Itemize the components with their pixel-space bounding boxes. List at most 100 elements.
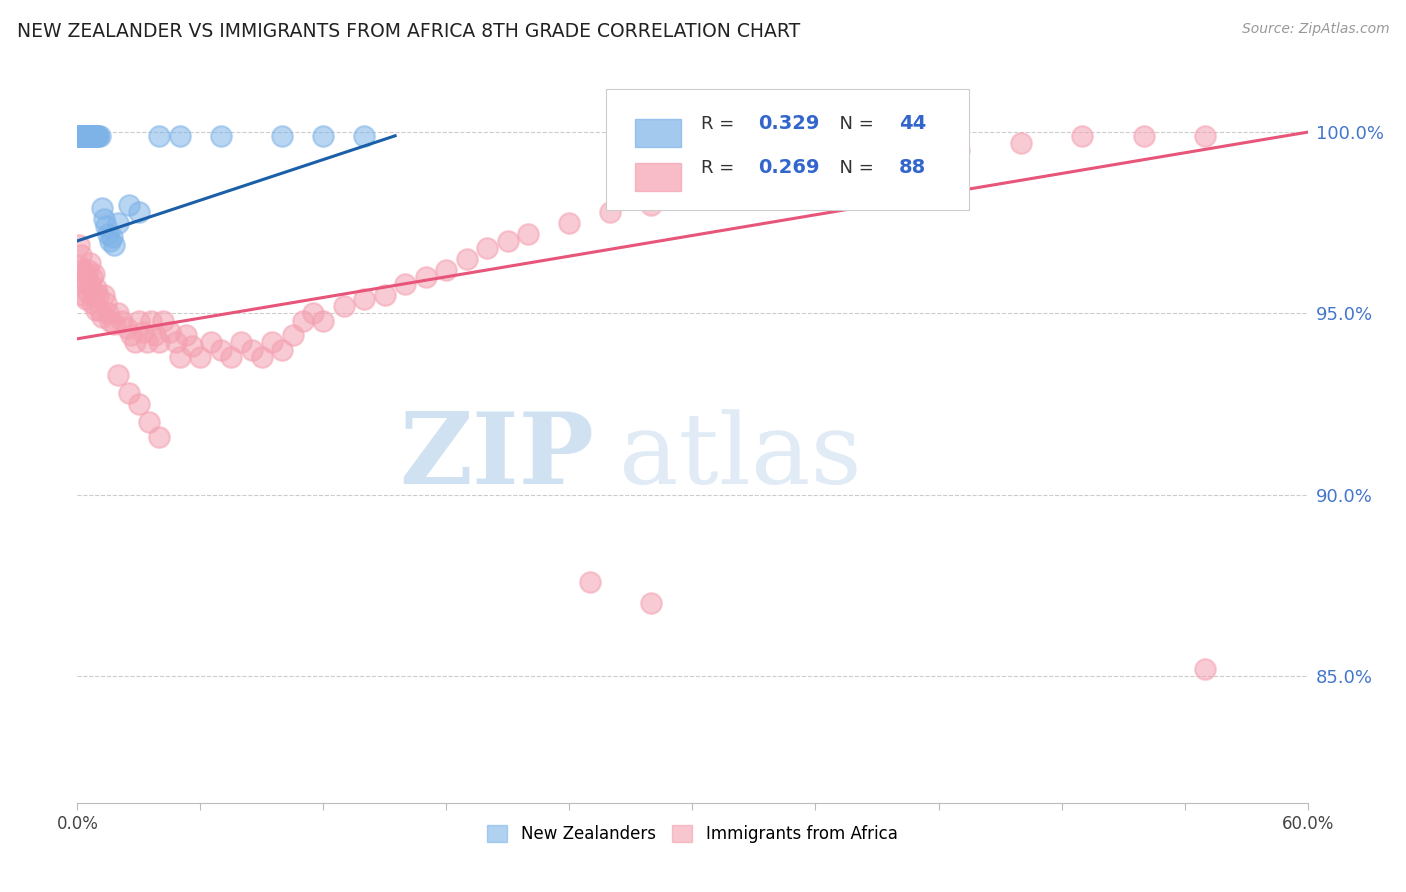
- Point: [271, 128, 294, 143]
- Point: [90, 201, 114, 215]
- Point: [75, 128, 97, 143]
- Point: [271, 343, 294, 357]
- Point: [477, 241, 499, 255]
- Point: [97, 227, 120, 241]
- Point: [75, 277, 97, 292]
- Point: [124, 335, 146, 350]
- Point: [103, 318, 125, 332]
- Point: [72, 128, 94, 143]
- Point: [132, 325, 155, 339]
- Point: [723, 179, 745, 194]
- Point: [312, 313, 335, 327]
- Point: [291, 313, 314, 327]
- Point: [84, 128, 107, 143]
- Point: [517, 227, 540, 241]
- Point: [200, 335, 222, 350]
- Legend: New Zealanders, Immigrants from Africa: New Zealanders, Immigrants from Africa: [481, 818, 904, 850]
- Point: [353, 292, 375, 306]
- Point: [75, 270, 97, 285]
- Point: [98, 234, 121, 248]
- Point: [87, 128, 110, 143]
- Point: [1194, 128, 1216, 143]
- Point: [98, 313, 121, 327]
- Point: [80, 128, 103, 143]
- Point: [148, 128, 170, 143]
- Point: [138, 415, 160, 429]
- Point: [599, 205, 621, 219]
- Point: [148, 430, 170, 444]
- Point: [1071, 128, 1094, 143]
- Point: [783, 169, 806, 183]
- Text: Source: ZipAtlas.com: Source: ZipAtlas.com: [1241, 22, 1389, 37]
- Point: [79, 128, 101, 143]
- Point: [87, 288, 110, 302]
- Point: [415, 270, 437, 285]
- Point: [136, 335, 159, 350]
- Point: [141, 313, 163, 327]
- Point: [84, 281, 107, 295]
- Point: [107, 368, 129, 382]
- Text: ZIP: ZIP: [399, 409, 595, 506]
- Point: [107, 306, 129, 320]
- Point: [143, 328, 166, 343]
- FancyBboxPatch shape: [634, 120, 682, 147]
- Point: [94, 295, 117, 310]
- Point: [76, 128, 98, 143]
- Point: [333, 299, 356, 313]
- Point: [1132, 128, 1154, 143]
- Point: [80, 128, 103, 143]
- FancyBboxPatch shape: [606, 89, 969, 211]
- Point: [70, 128, 93, 143]
- Point: [120, 328, 142, 343]
- Point: [70, 248, 93, 262]
- Point: [436, 263, 458, 277]
- Point: [117, 386, 139, 401]
- Point: [117, 197, 139, 211]
- Point: [83, 288, 105, 302]
- Point: [165, 335, 187, 350]
- Point: [219, 350, 242, 364]
- Text: 88: 88: [900, 158, 927, 178]
- Point: [101, 230, 124, 244]
- Point: [79, 128, 101, 143]
- Text: 0.269: 0.269: [758, 158, 820, 178]
- Point: [682, 190, 704, 204]
- Point: [80, 270, 103, 285]
- Point: [79, 277, 101, 292]
- Point: [76, 128, 98, 143]
- Point: [159, 325, 181, 339]
- Point: [80, 128, 103, 143]
- Point: [97, 306, 120, 320]
- Point: [79, 255, 101, 269]
- Point: [353, 128, 375, 143]
- Point: [374, 288, 396, 302]
- Point: [70, 270, 93, 285]
- Point: [70, 128, 93, 143]
- Point: [169, 128, 191, 143]
- Point: [94, 219, 117, 234]
- Point: [89, 302, 111, 317]
- Point: [67, 128, 90, 143]
- Point: [72, 128, 94, 143]
- Text: R =: R =: [702, 114, 740, 133]
- Point: [111, 313, 134, 327]
- Text: N =: N =: [828, 114, 879, 133]
- Text: NEW ZEALANDER VS IMMIGRANTS FROM AFRICA 8TH GRADE CORRELATION CHART: NEW ZEALANDER VS IMMIGRANTS FROM AFRICA …: [17, 22, 800, 41]
- FancyBboxPatch shape: [634, 163, 682, 191]
- Point: [80, 295, 103, 310]
- Point: [72, 288, 94, 302]
- Point: [75, 292, 97, 306]
- Point: [128, 205, 150, 219]
- Point: [496, 234, 519, 248]
- Point: [93, 212, 115, 227]
- Point: [640, 197, 662, 211]
- Point: [103, 237, 125, 252]
- Point: [128, 313, 150, 327]
- Point: [456, 252, 478, 266]
- Point: [75, 128, 97, 143]
- Point: [72, 128, 94, 143]
- Point: [76, 128, 98, 143]
- Point: [281, 328, 304, 343]
- Point: [231, 335, 253, 350]
- Point: [209, 128, 232, 143]
